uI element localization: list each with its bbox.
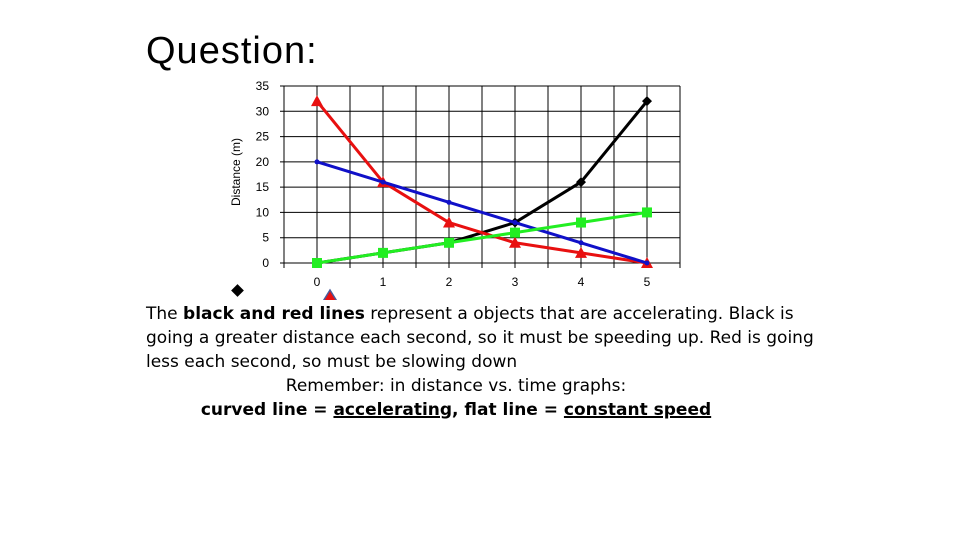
x-tick-label: 5 xyxy=(644,275,651,289)
series-line xyxy=(316,210,648,265)
rule-constant-speed: constant speed xyxy=(563,400,712,420)
distance-time-chart: 0 5 10 15 20 25 30 35 0 1 2 3 4 5 Distance (m) xyxy=(229,79,681,300)
x-tick-label: 0 xyxy=(314,275,321,289)
data-point xyxy=(576,177,586,188)
rule-line: curved line = accelerating, flat line = … xyxy=(146,398,766,422)
data-point xyxy=(443,216,455,228)
remember-line: Remember: in distance vs. time graphs: xyxy=(285,376,627,396)
data-point xyxy=(378,247,388,258)
data-point xyxy=(312,258,322,268)
data-point xyxy=(576,217,586,228)
data-point xyxy=(446,199,452,205)
data-point xyxy=(578,240,584,246)
data-point xyxy=(642,96,652,107)
y-tick-label: 20 xyxy=(256,155,270,169)
y-tick-label: 35 xyxy=(256,79,270,93)
data-point xyxy=(444,237,454,248)
data-point xyxy=(512,220,518,226)
x-tick-label: 1 xyxy=(380,275,387,289)
data-point xyxy=(644,260,650,266)
p1-rest: represent a objects that are acceleratin… xyxy=(146,304,814,372)
x-tick-label: 2 xyxy=(446,275,453,289)
y-tick-label: 10 xyxy=(256,205,270,219)
y-tick-label: 30 xyxy=(256,104,270,118)
p1-start: The xyxy=(146,304,184,324)
slide-title: Question: xyxy=(146,30,318,72)
tick-labels: 0 5 10 15 20 25 30 35 0 1 2 3 4 5 xyxy=(256,79,651,289)
rule-middle: , flat line = xyxy=(452,400,564,420)
data-point xyxy=(509,236,521,248)
p1-bold: black and red lines xyxy=(183,304,365,324)
y-tick-label: 25 xyxy=(256,130,270,144)
explanation-paragraph: The black and red lines represent a obje… xyxy=(146,302,826,374)
data-point xyxy=(510,227,520,238)
rule-start: curved line = xyxy=(200,400,334,420)
series-line xyxy=(316,160,648,265)
data-point xyxy=(642,207,652,218)
y-tick-label: 15 xyxy=(256,180,270,194)
series-layer xyxy=(311,95,653,268)
data-point xyxy=(314,159,320,165)
x-tick-label: 4 xyxy=(578,275,585,289)
data-point xyxy=(575,246,587,258)
y-tick-label: 0 xyxy=(262,256,269,270)
y-axis-label: Distance (m) xyxy=(229,138,243,206)
triangle-legend-marker xyxy=(322,288,338,300)
series-line xyxy=(315,100,648,265)
rule-accelerating: accelerating xyxy=(333,400,453,420)
x-tick-label: 3 xyxy=(512,275,519,289)
y-tick-label: 5 xyxy=(262,231,269,245)
explanation-text: The black and red lines represent a obje… xyxy=(146,302,826,422)
data-point xyxy=(380,179,386,185)
data-point xyxy=(311,95,323,107)
